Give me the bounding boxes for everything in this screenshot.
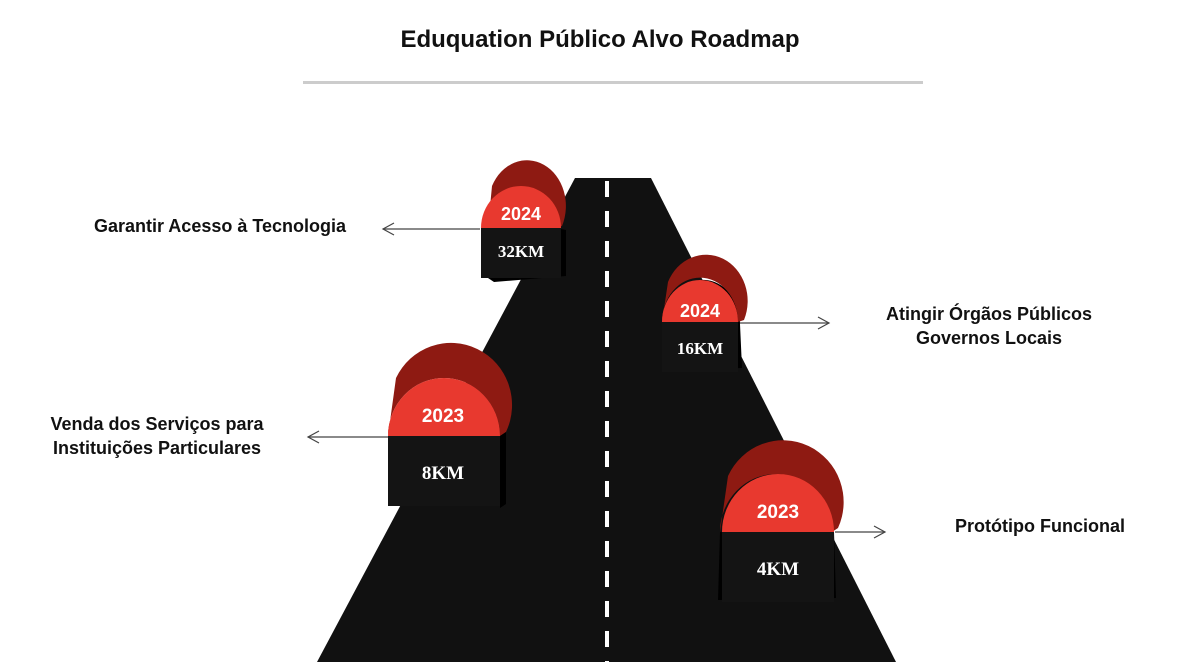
arrow-milestone-2 (739, 316, 831, 330)
milestone-label-line: Atingir Órgãos Públicos (885, 304, 1093, 324)
milestone-marker-4: 2023 4KM (718, 440, 844, 602)
milestone-year: 2024 (501, 204, 541, 224)
milestone-distance: 8KM (422, 463, 464, 484)
milestone-year: 2024 (680, 301, 720, 321)
milestone-year: 2023 (757, 502, 799, 523)
arrow-milestone-3 (306, 430, 388, 444)
milestone-distance: 32KM (498, 242, 544, 261)
milestone-year: 2023 (422, 406, 464, 427)
milestone-marker-1: 2024 32KM (481, 160, 566, 282)
milestone-label-2: Atingir Órgãos Públicos Governos Locais (859, 302, 1119, 350)
milestone-label-line: Garantir Acesso à Tecnologia (93, 216, 347, 236)
milestone-distance: 16KM (677, 339, 723, 358)
milestone-distance: 4KM (757, 559, 799, 580)
arrow-milestone-1 (381, 222, 480, 236)
milestone-label-line: Venda dos Serviços para (50, 414, 264, 434)
milestone-label-line: Instituições Particulares (52, 438, 262, 458)
milestone-label-4: Protótipo Funcional (930, 514, 1150, 538)
page-title: Eduquation Público Alvo Roadmap (400, 26, 800, 53)
arrow-milestone-4 (835, 525, 887, 539)
milestone-label-line: Protótipo Funcional (955, 516, 1125, 536)
milestone-label-line: Governos Locais (915, 328, 1063, 348)
milestone-marker-2: 2024 16KM (662, 254, 748, 372)
milestone-marker-3: 2023 8KM (388, 342, 513, 508)
milestone-label-1: Garantir Acesso à Tecnologia (70, 214, 370, 238)
milestone-label-3: Venda dos Serviços para Instituições Par… (17, 412, 297, 460)
title-divider (303, 81, 923, 84)
